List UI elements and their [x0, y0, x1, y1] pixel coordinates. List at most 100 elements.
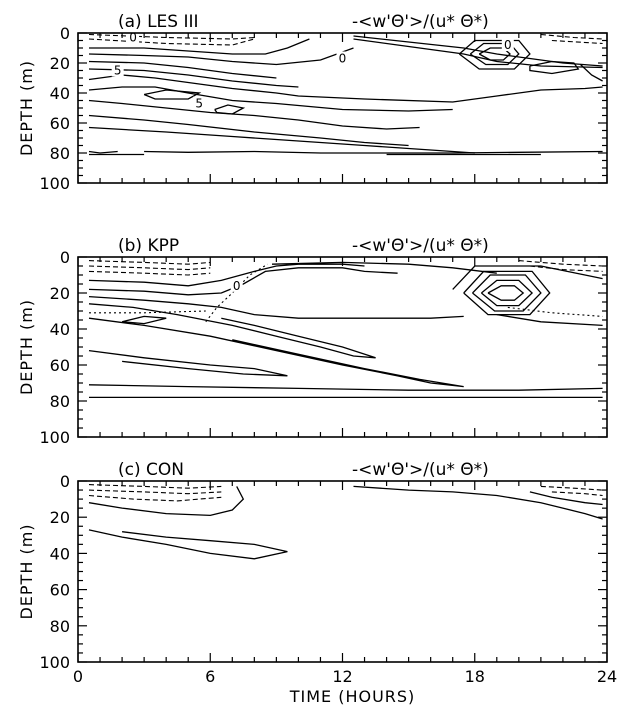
- contour-line-solid: [452, 265, 603, 290]
- contour-label: 0: [129, 31, 137, 45]
- y-tick-label: 20: [50, 284, 70, 303]
- contour-line-dashed: [88, 484, 222, 489]
- y-tick-label: 60: [50, 581, 70, 600]
- contour-line-dashed: [88, 33, 255, 40]
- contour-line-solid: [469, 42, 520, 66]
- panel-title: (a) LES III: [118, 12, 199, 32]
- contour-label: 0: [339, 52, 347, 66]
- contour-label: 5: [195, 97, 203, 111]
- contour-line-solid: [487, 285, 525, 301]
- contour-line-dashed: [88, 265, 211, 271]
- contour-line-solid: [144, 150, 603, 154]
- contour-line-solid: [88, 99, 420, 130]
- contour-line-dashed: [540, 33, 603, 40]
- contour-line-dashed: [88, 494, 222, 502]
- x-tick-label: 0: [73, 667, 83, 686]
- contour-line-dashed: [88, 489, 222, 495]
- contour-line-solid: [88, 68, 299, 88]
- panel-b: 0 0 20 40 60 80 100 DEPTH (m) (b) KPP -<w'Θ'>/(u*…: [17, 236, 608, 447]
- contour-line-solid: [88, 126, 475, 154]
- y-tick-label: 20: [50, 54, 70, 73]
- contour-line-solid: [478, 47, 511, 61]
- y-tick-label: 60: [50, 356, 70, 375]
- y-tick-label: 0: [60, 472, 70, 491]
- x-tick-label: 12: [332, 667, 352, 686]
- contour-line-solid: [88, 74, 603, 103]
- y-tick-label: 80: [50, 392, 70, 411]
- panel-title: (c) CON: [118, 460, 184, 480]
- contour-line-solid: [89, 38, 310, 55]
- contour-line-solid: [88, 295, 464, 319]
- contour-line-dashed: [88, 260, 211, 265]
- y-tick-label: 60: [50, 114, 70, 133]
- contour-line-dashed: [88, 38, 255, 46]
- contour-line-dashed: [540, 485, 603, 491]
- contour-line-dashed: [529, 265, 603, 272]
- x-axis-label: TIME (HOURS): [289, 687, 416, 706]
- panel-quantity: -<w'Θ'>/(u* Θ*): [352, 12, 489, 32]
- contour-line-solid: [88, 150, 118, 154]
- panel-quantity: -<w'Θ'>/(u* Θ*): [352, 460, 489, 480]
- y-tick-label: 80: [50, 617, 70, 636]
- contour-label-bg: [127, 30, 140, 44]
- contour-line-solid: [88, 317, 464, 388]
- contour-line-solid: [88, 86, 453, 112]
- contour-line-dotted: [89, 310, 206, 314]
- contour-line-dashed: [551, 491, 603, 497]
- contour-label-bg: [193, 96, 206, 110]
- panel-title: (b) KPP: [118, 236, 179, 256]
- contour-line-dashed: [518, 260, 603, 267]
- contour-line-solid: [472, 274, 542, 312]
- y-tick-label: 100: [39, 428, 70, 447]
- x-tick-label: 18: [465, 667, 485, 686]
- plot-frame: [77, 480, 608, 663]
- contour-line-solid: [353, 38, 603, 69]
- x-tick-label: 24: [597, 667, 617, 686]
- y-axis-label: DEPTH (m): [17, 523, 36, 619]
- contour-line-solid: [463, 270, 551, 316]
- contour-line-solid: [143, 89, 202, 100]
- contour-line-solid: [88, 529, 288, 560]
- y-tick-label: 0: [60, 248, 70, 267]
- y-axis-label: DEPTH (m): [17, 299, 36, 395]
- contour-line-solid: [88, 303, 376, 359]
- y-axis-label: DEPTH (m): [17, 60, 36, 156]
- y-tick-label: 80: [50, 144, 70, 163]
- contour-line-solid: [121, 315, 167, 325]
- contour-line-dashed: [551, 39, 603, 45]
- contour-line-solid: [496, 313, 603, 327]
- contour-label-bg: [336, 51, 349, 65]
- contour-label: 0: [233, 279, 241, 293]
- y-tick-label: 100: [39, 174, 70, 193]
- contour-label-bg: [111, 63, 124, 77]
- contour-line-solid: [353, 35, 603, 67]
- contour-label-bg: [230, 278, 243, 292]
- y-tick-label: 40: [50, 84, 70, 103]
- contour-line-solid: [88, 349, 288, 377]
- contour-line-solid: [88, 60, 277, 79]
- contour-line-solid: [88, 114, 409, 147]
- y-tick-label: 40: [50, 544, 70, 563]
- contour-line-solid: [353, 485, 603, 520]
- contour-line-solid: [271, 261, 497, 274]
- contour-line-solid: [214, 104, 246, 115]
- contour-line-dashed: [88, 270, 211, 276]
- y-tick-label: 20: [50, 508, 70, 527]
- y-tick-label: 100: [39, 653, 70, 672]
- contour-line-solid: [88, 263, 365, 287]
- contour-line-solid: [88, 384, 603, 391]
- panel-quantity: -<w'Θ'>/(u* Θ*): [352, 236, 489, 256]
- x-tick-label: 6: [205, 667, 215, 686]
- contour-line-solid: [88, 267, 398, 296]
- contour-line-solid: [88, 486, 245, 517]
- contour-line-solid: [529, 60, 580, 75]
- contour-label: 0: [504, 38, 512, 52]
- contour-line-solid: [580, 64, 603, 82]
- contour-line-solid: [529, 491, 603, 506]
- y-tick-label: 0: [60, 24, 70, 43]
- contour-label: 5: [114, 64, 122, 78]
- contour-line-solid: [88, 47, 354, 66]
